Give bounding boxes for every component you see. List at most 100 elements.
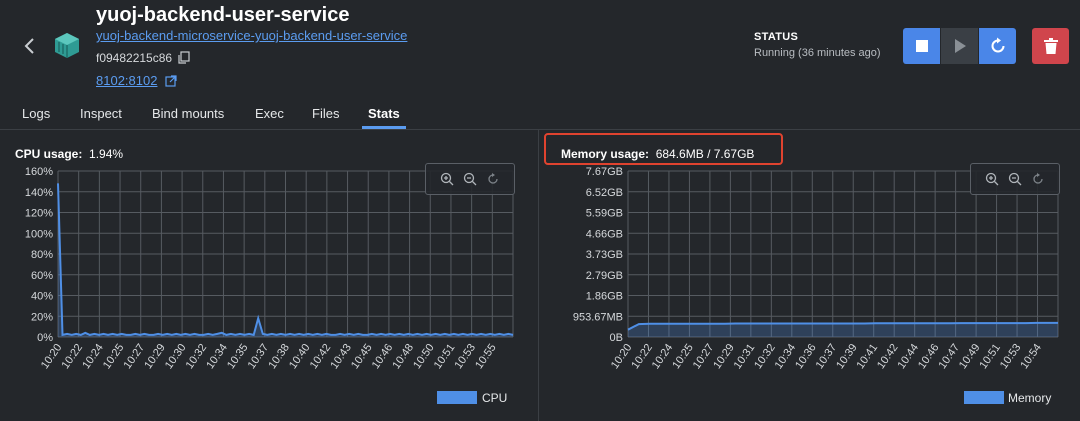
cpu-xtick-label: 10:20	[39, 342, 65, 371]
memory-xtick-label: 10:49	[957, 342, 983, 371]
cpu-xtick-label: 10:32	[184, 342, 210, 371]
cpu-ytick-label: 0%	[37, 332, 53, 344]
cpu-xtick-label: 10:43	[328, 342, 354, 371]
memory-xtick-label: 10:39	[834, 342, 860, 371]
cpu-xtick-label: 10:55	[473, 342, 499, 371]
trash-icon	[1043, 38, 1058, 54]
start-button[interactable]	[941, 28, 978, 64]
memory-xtick-label: 10:41	[855, 342, 881, 371]
cpu-xtick-label: 10:45	[349, 342, 375, 371]
memory-ytick-label: 4.66GB	[586, 228, 623, 240]
memory-ytick-label: 6.52GB	[586, 187, 623, 199]
memory-xtick-label: 10:22	[629, 342, 655, 371]
cpu-legend-swatch[interactable]	[437, 391, 477, 404]
tab-stats[interactable]: Stats	[368, 106, 400, 121]
memory-xtick-label: 10:24	[650, 342, 676, 371]
cpu-xtick-label: 10:40	[287, 342, 313, 371]
cpu-ytick-label: 140%	[25, 187, 53, 199]
tab-logs[interactable]: Logs	[22, 106, 51, 121]
cpu-legend-label[interactable]: CPU	[482, 391, 508, 405]
memory-xtick-label: 10:20	[609, 342, 635, 371]
cpu-ytick-label: 40%	[31, 291, 53, 303]
memory-series-line	[627, 321, 1058, 331]
cpu-xtick-label: 10:29	[142, 342, 168, 371]
memory-zoom-controls	[970, 163, 1060, 195]
memory-chart: 7.67GB 6.52GB 5.59GB 4.66GB 3.73GB 2.79GB 1.86…	[573, 166, 1059, 371]
cpu-xtick-label: 10:34	[204, 342, 230, 371]
cpu-ytick-label: 80%	[31, 249, 53, 261]
cpu-xtick-label: 10:35	[225, 342, 251, 371]
cpu-ytick-label: 60%	[31, 270, 53, 282]
cpu-xtick-label: 10:37	[246, 342, 272, 371]
cpu-usage-key: CPU usage:	[15, 147, 83, 161]
memory-ytick-label: 7.67GB	[586, 166, 623, 178]
memory-xtick-label: 10:51	[977, 342, 1003, 371]
memory-xtick-label: 10:31	[732, 342, 758, 371]
external-link-icon[interactable]	[165, 74, 177, 87]
image-link[interactable]: yuoj-backend-microservice-yuoj-backend-u…	[96, 28, 408, 43]
cpu-xtick-label: 10:27	[122, 342, 148, 371]
play-icon	[954, 39, 966, 53]
memory-xtick-label: 10:25	[670, 342, 696, 371]
memory-series-area	[628, 322, 1058, 337]
delete-button[interactable]	[1032, 28, 1069, 64]
memory-ytick-label: 953.67MB	[573, 311, 623, 323]
cpu-ytick-label: 20%	[31, 311, 53, 323]
container-title: yuoj-backend-user-service	[96, 4, 350, 26]
restart-button[interactable]	[979, 28, 1016, 64]
cpu-series-line	[57, 183, 514, 337]
zoom-out-icon[interactable]	[1007, 171, 1023, 187]
zoom-in-icon[interactable]	[439, 171, 455, 187]
cpu-xtick-label: 10:48	[390, 342, 416, 371]
tab-files[interactable]: Files	[312, 106, 340, 121]
cpu-ytick-label: 120%	[25, 208, 53, 220]
tab-exec[interactable]: Exec	[255, 106, 284, 121]
chevron-left-icon[interactable]	[18, 34, 42, 58]
copy-icon[interactable]	[178, 51, 190, 64]
memory-usage-label: Memory usage: 684.6MB / 7.67GB	[561, 147, 754, 161]
memory-xtick-label: 10:27	[691, 342, 717, 371]
memory-legend-label[interactable]: Memory	[1008, 391, 1052, 405]
cpu-xtick-label: 10:53	[452, 342, 478, 371]
reset-icon[interactable]	[485, 171, 501, 187]
active-tab-indicator	[362, 126, 406, 129]
memory-xtick-label: 10:32	[752, 342, 778, 371]
memory-ytick-label: 5.59GB	[586, 208, 623, 220]
memory-ytick-label: 2.79GB	[586, 270, 623, 282]
memory-ytick-label: 1.86GB	[586, 291, 623, 303]
cpu-xtick-label: 10:24	[80, 342, 106, 371]
container-id: f09482215c86	[96, 51, 173, 65]
panel-divider	[538, 130, 539, 421]
cpu-chart: 160% 140% 120% 100% 80% 60% 40% 20% 0%10:2010:22…	[25, 166, 514, 371]
cpu-zoom-controls	[425, 163, 515, 195]
memory-xtick-label: 10:37	[814, 342, 840, 371]
zoom-in-icon[interactable]	[984, 171, 1000, 187]
zoom-out-icon[interactable]	[462, 171, 478, 187]
memory-xtick-label: 10:44	[896, 342, 922, 371]
memory-xtick-label: 10:34	[773, 342, 799, 371]
memory-xtick-label: 10:29	[711, 342, 737, 371]
memory-xtick-label: 10:36	[793, 342, 819, 371]
restart-icon	[991, 37, 1004, 53]
memory-ytick-label: 3.73GB	[586, 249, 623, 261]
container-header: yuoj-backend-user-service yuoj-backend-m…	[0, 0, 1080, 96]
cpu-xtick-label: 10:42	[308, 342, 334, 371]
cpu-ytick-label: 160%	[25, 166, 53, 178]
cpu-usage-value: 1.94%	[89, 147, 124, 161]
port-link[interactable]: 8102:8102	[96, 73, 158, 88]
cpu-xtick-label: 10:51	[432, 342, 458, 371]
reset-icon[interactable]	[1030, 171, 1046, 187]
status-heading: STATUS	[754, 31, 799, 43]
tab-bind-mounts[interactable]: Bind mounts	[152, 106, 225, 121]
cpu-xtick-label: 10:25	[101, 342, 127, 371]
memory-legend-swatch[interactable]	[964, 391, 1004, 404]
cpu-xtick-label: 10:46	[370, 342, 396, 371]
memory-ytick-label: 0B	[610, 332, 623, 344]
memory-xtick-label: 10:46	[916, 342, 942, 371]
container-icon	[52, 30, 82, 60]
tab-inspect[interactable]: Inspect	[80, 106, 122, 121]
cpu-xtick-label: 10:22	[60, 342, 86, 371]
stop-icon	[915, 40, 928, 52]
stop-button[interactable]	[903, 28, 940, 64]
memory-highlight-box	[544, 133, 783, 165]
